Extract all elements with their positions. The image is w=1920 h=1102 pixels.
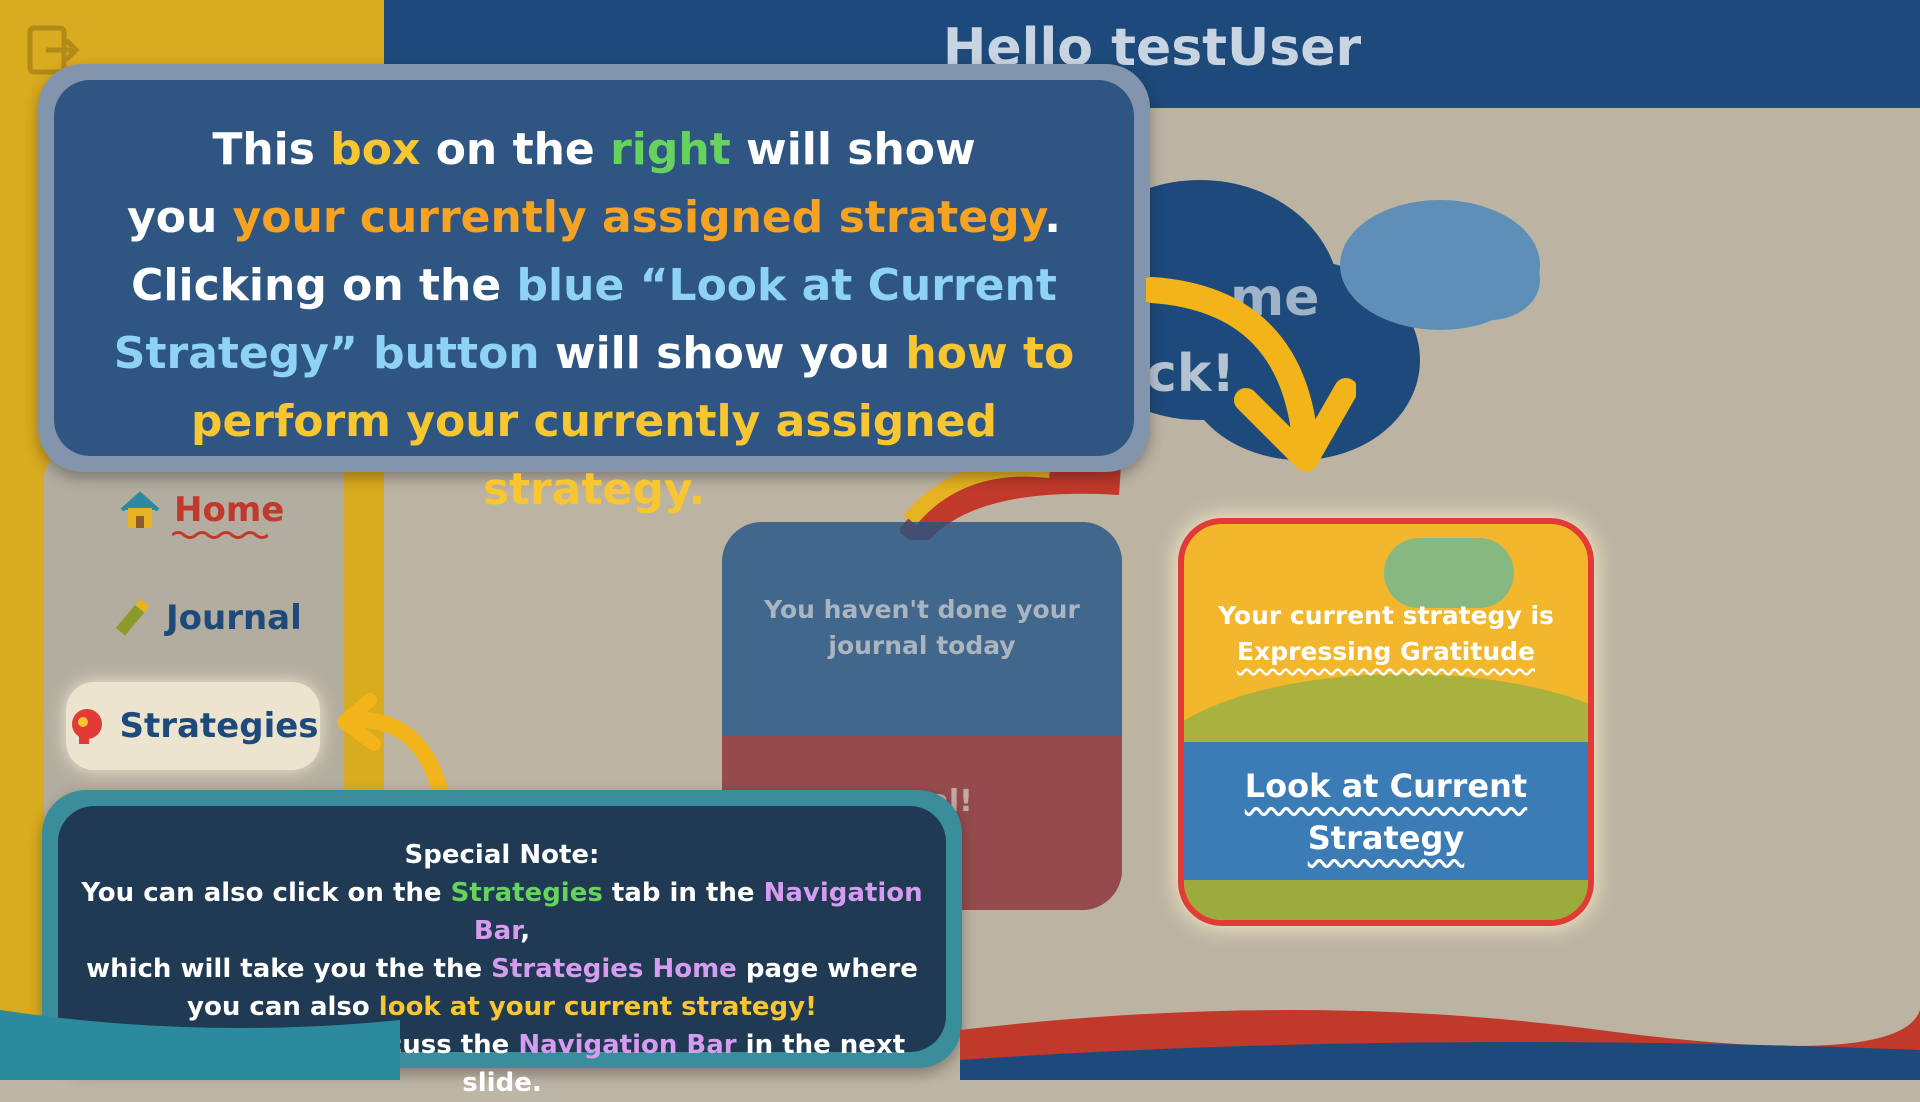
head-icon	[72, 709, 103, 744]
active-underline	[172, 531, 268, 539]
bottom-wave-decoration	[0, 1010, 1920, 1080]
strategy-prefix: Your current strategy is	[1218, 601, 1554, 630]
nav-item-label: Strategies	[119, 706, 319, 746]
look-at-current-strategy-button[interactable]: Look at Current Strategy	[1224, 760, 1548, 864]
note-title: Special Note:	[404, 840, 600, 870]
background-cloud	[1440, 240, 1540, 320]
strategy-name: Expressing Gratitude	[1237, 637, 1535, 666]
pointer-arrow-icon	[1146, 277, 1356, 472]
nav-item-journal[interactable]: Journal	[110, 596, 302, 640]
nav-item-home[interactable]: Home	[118, 488, 284, 532]
button-label-line2: Strategy	[1307, 819, 1465, 857]
current-strategy-card: Your current strategy is Expressing Grat…	[1178, 518, 1594, 926]
journal-status-message: You haven't done your journal today	[764, 595, 1080, 660]
house-icon	[120, 491, 160, 528]
nav-item-label: Home	[174, 490, 285, 530]
logout-icon[interactable]	[24, 22, 80, 78]
nav-item-label: Journal	[166, 598, 302, 638]
current-strategy-text: Your current strategy is Expressing Grat…	[1194, 598, 1578, 670]
pencil-icon	[115, 598, 150, 636]
tutorial-tip-box: This box on the right will show you your…	[38, 64, 1150, 515]
button-label-line1: Look at Current	[1244, 767, 1528, 805]
welcome-text-partial: ck!	[1146, 344, 1236, 404]
special-note-box: Special Note: You can also click on the …	[42, 790, 962, 1098]
tutorial-tip-text: This box on the right will show you your…	[113, 124, 1075, 515]
pointer-arrow-icon	[337, 693, 448, 798]
nav-item-strategies[interactable]: Strategies	[66, 682, 320, 770]
